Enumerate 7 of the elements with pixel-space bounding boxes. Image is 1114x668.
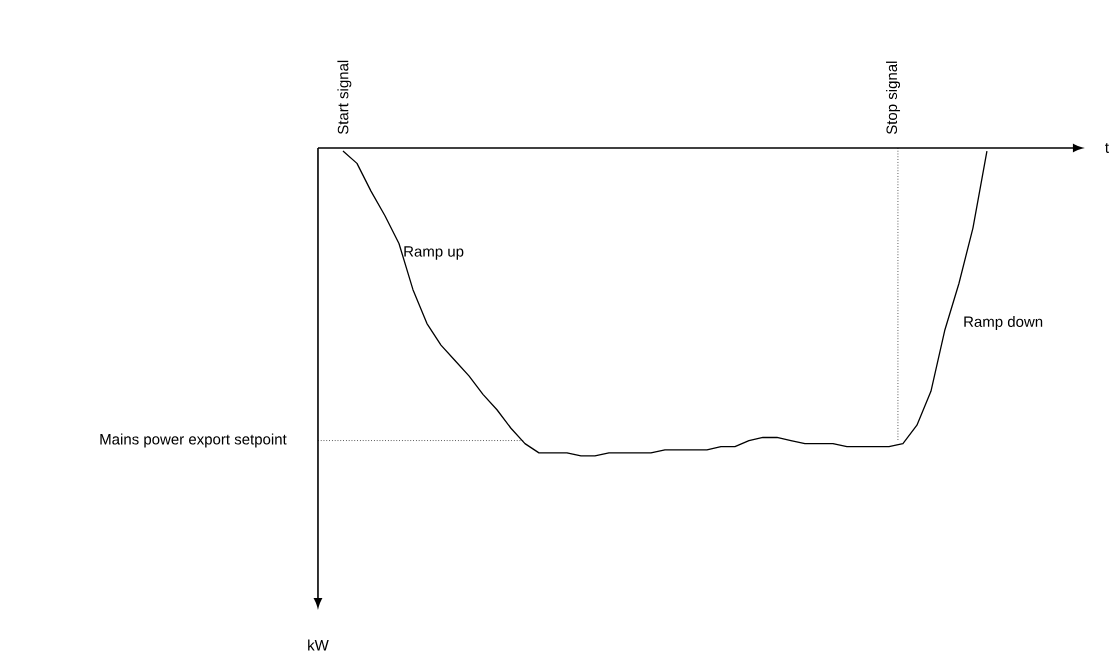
text: Stop signal xyxy=(886,61,901,135)
ref-line-label: Mains power export setpoint xyxy=(100,433,287,448)
annotation: Ramp down xyxy=(964,316,1043,330)
text: Start signal xyxy=(337,60,352,135)
text: kW xyxy=(308,639,329,651)
annotation: Ramp up xyxy=(404,246,464,260)
text: t xyxy=(1105,143,1109,153)
